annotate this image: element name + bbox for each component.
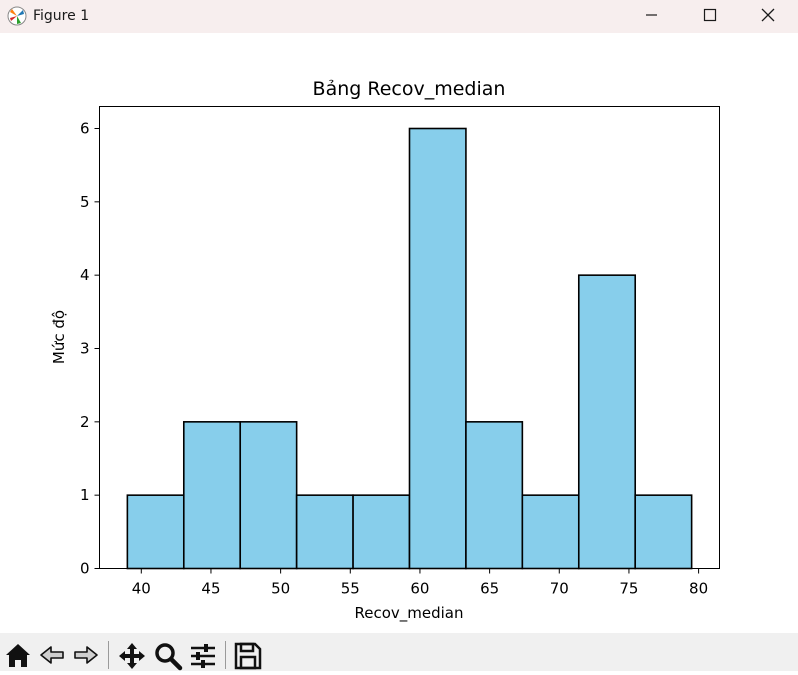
y-tick-label: 6 [80, 120, 90, 138]
histogram-bar [126, 494, 185, 570]
x-tick-label: 45 [201, 580, 220, 598]
chart-title: Bảng Recov_median [313, 78, 506, 100]
maximize-button[interactable] [682, 0, 740, 33]
y-tick-label: 4 [80, 266, 90, 284]
x-tick-label: 65 [480, 580, 499, 598]
x-tick-label: 60 [410, 580, 429, 598]
histogram-bar [182, 421, 242, 570]
close-icon [761, 8, 775, 22]
window-titlebar: Figure 1 [0, 0, 798, 33]
y-tick-label: 5 [80, 193, 90, 211]
navigation-toolbar [0, 633, 798, 671]
y-tick-label: 3 [80, 340, 90, 358]
maximize-icon [703, 8, 717, 22]
axes-frame [99, 106, 720, 569]
home-button[interactable] [4, 641, 34, 671]
y-axis-label: Mức độ [50, 310, 68, 364]
magnifier-icon [155, 643, 183, 671]
toolbar-separator [108, 641, 109, 669]
forward-button[interactable] [72, 641, 102, 671]
x-tick-label: 75 [619, 580, 638, 598]
histogram-bar [577, 274, 637, 570]
y-tick-label: 1 [80, 486, 90, 504]
back-arrow-icon [40, 646, 64, 664]
window-title: Figure 1 [33, 8, 90, 24]
configure-subplots-button[interactable] [188, 641, 218, 671]
matplotlib-icon [7, 6, 27, 26]
close-button[interactable] [740, 0, 798, 33]
histogram-bar [465, 421, 524, 570]
x-axis-label: Recov_median [354, 604, 463, 623]
histogram-bar [521, 494, 580, 570]
x-ticks: 40 45 50 55 60 65 70 75 80 [132, 568, 708, 598]
forward-arrow-icon [74, 646, 98, 664]
zoom-button[interactable] [153, 641, 183, 671]
minimize-icon [646, 14, 657, 16]
y-tick-label: 2 [80, 413, 90, 431]
y-tick-label: 0 [80, 560, 90, 578]
back-button[interactable] [38, 641, 68, 671]
x-tick-label: 40 [132, 580, 151, 598]
toolbar-separator [225, 641, 226, 669]
home-icon [6, 644, 30, 667]
save-button[interactable] [233, 641, 263, 671]
x-tick-label: 70 [550, 580, 569, 598]
y-ticks: 0 1 2 3 4 5 6 [80, 120, 100, 578]
x-tick-label: 80 [689, 580, 708, 598]
minimize-button[interactable] [624, 0, 682, 33]
histogram-bar [352, 494, 411, 570]
histogram-bar [239, 421, 298, 570]
x-tick-label: 50 [271, 580, 290, 598]
histogram-bar [634, 494, 693, 570]
bars-layer [126, 127, 693, 570]
histogram-bar [295, 494, 354, 570]
save-icon [234, 642, 262, 670]
histogram-bar [408, 127, 467, 570]
sliders-icon [191, 644, 215, 668]
pan-button[interactable] [117, 641, 147, 671]
move-icon [119, 643, 145, 669]
x-tick-label: 55 [341, 580, 360, 598]
